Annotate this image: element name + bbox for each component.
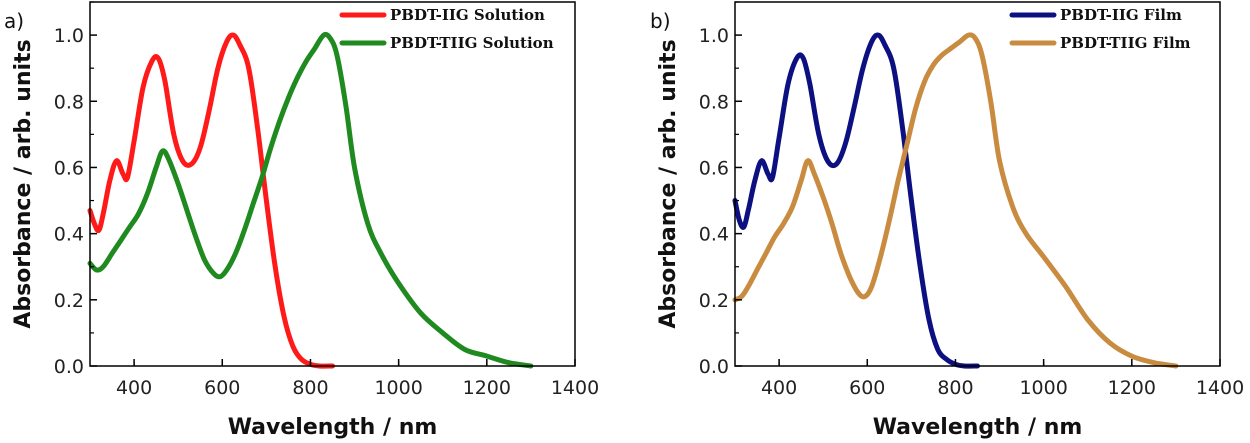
y-tick-label: 0.0 xyxy=(699,356,729,378)
x-tick-label: 1400 xyxy=(551,377,599,399)
x-tick-label: 1200 xyxy=(463,377,511,399)
x-tick-label: 1000 xyxy=(374,377,422,399)
y-tick-label: 0.6 xyxy=(54,157,84,179)
y-tick-label: 0.4 xyxy=(54,224,84,246)
chart-panel-1: 400 600 800 1000 1200 1400 0.0 0.2 0.4 0.6 0.8 1.0 W… xyxy=(4,1,599,440)
y-tick-label: 0.2 xyxy=(699,290,729,312)
y-tick-label: 0.0 xyxy=(54,356,84,378)
x-tick-label: 800 xyxy=(937,377,973,399)
y-tick-label: 0.8 xyxy=(54,91,84,113)
y-axis-label: Absorbance / arb. units xyxy=(11,39,36,328)
legend-entry: PBDT-TIIG Film xyxy=(1060,34,1191,52)
legend: PBDT-IIG Film PBDT-TIIG Film xyxy=(1009,6,1191,52)
x-tick-label: 600 xyxy=(204,377,240,399)
series-line-2-1 xyxy=(732,32,980,369)
series-line-1-1 xyxy=(87,32,335,369)
legend-entry: PBDT-IIG Solution xyxy=(390,6,545,24)
plot-frame xyxy=(734,1,1221,367)
series-line-1-2 xyxy=(87,31,534,369)
chart-panel-2: 400 600 800 1000 1200 1400 0.0 0.2 0.4 0.6 0.8 1.0 W… xyxy=(650,1,1244,440)
y-tick-label: 0.4 xyxy=(699,224,729,246)
x-tick-label: 800 xyxy=(292,377,328,399)
y-tick-label: 1.0 xyxy=(699,25,729,47)
x-axis-label: Wavelength / nm xyxy=(873,415,1083,440)
x-tick-label: 400 xyxy=(116,377,152,399)
panel-label: b) xyxy=(650,9,671,33)
y-tick-label: 0.2 xyxy=(54,290,84,312)
x-tick-label: 1000 xyxy=(1019,377,1067,399)
legend-entry: PBDT-IIG Film xyxy=(1060,6,1182,24)
legend: PBDT-IIG Solution PBDT-TIIG Solution xyxy=(339,6,554,52)
panel-label: a) xyxy=(4,9,24,33)
y-tick-label: 1.0 xyxy=(54,25,84,47)
x-tick-label: 1400 xyxy=(1196,377,1244,399)
plot-frame xyxy=(89,1,576,367)
y-tick-label: 0.6 xyxy=(699,157,729,179)
x-tick-label: 400 xyxy=(761,377,797,399)
y-axis-label: Absorbance / arb. units xyxy=(656,39,681,328)
x-tick-label: 1200 xyxy=(1108,377,1156,399)
x-tick-label: 600 xyxy=(849,377,885,399)
legend-entry: PBDT-TIIG Solution xyxy=(390,34,554,52)
y-tick-label: 0.8 xyxy=(699,91,729,113)
series-line-2-2 xyxy=(732,32,1179,369)
x-axis-label: Wavelength / nm xyxy=(228,415,438,440)
